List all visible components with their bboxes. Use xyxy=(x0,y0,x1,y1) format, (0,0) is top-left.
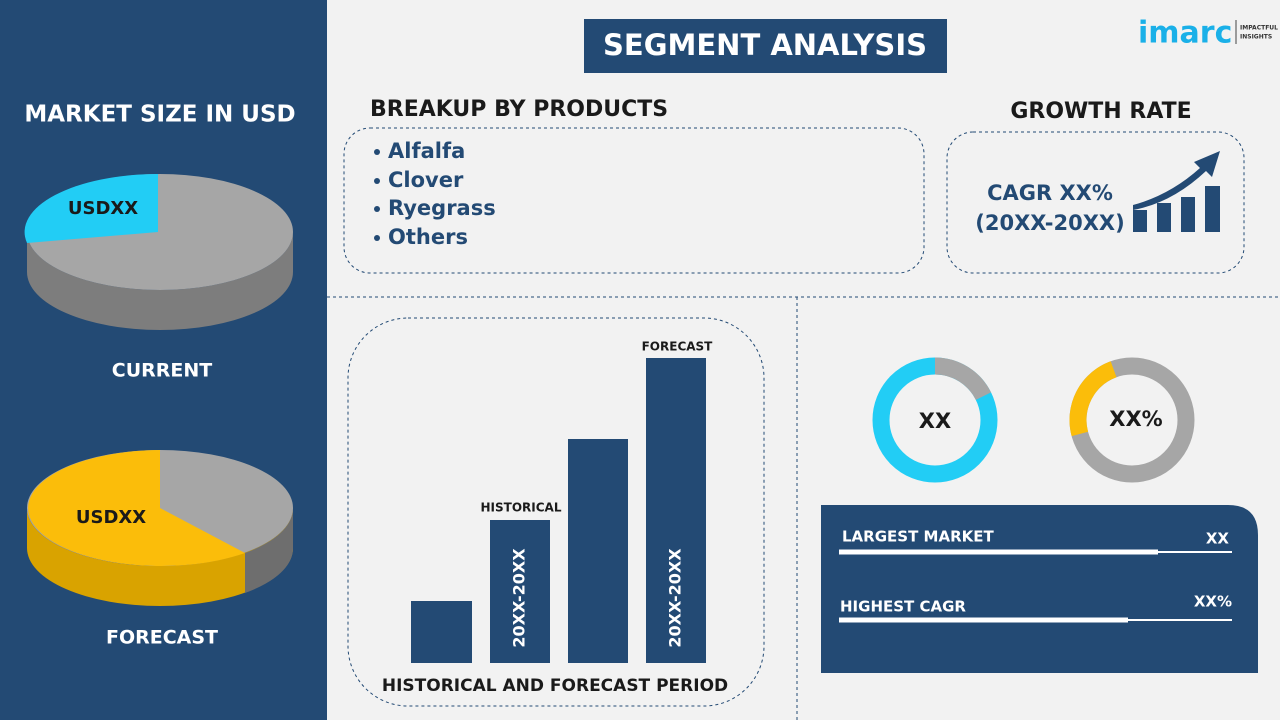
stat-value: XX% xyxy=(1194,593,1232,611)
period-box xyxy=(347,317,765,707)
current-value: USDXX xyxy=(68,198,138,219)
growth-box xyxy=(946,131,1245,274)
stat-label: HIGHEST CAGR xyxy=(840,598,966,616)
bar-label: FORECAST xyxy=(642,340,714,354)
donut-1 xyxy=(872,357,998,483)
current-pie xyxy=(24,173,293,330)
cagr-text: CAGR XX% xyxy=(987,181,1113,205)
product-item: Others xyxy=(388,225,468,249)
stat-label: LARGEST MARKET xyxy=(842,528,994,546)
title-box xyxy=(584,19,947,73)
period-bars xyxy=(411,358,706,663)
section-title: GROWTH RATE xyxy=(1010,99,1191,124)
bar-label: HISTORICAL xyxy=(481,501,562,515)
product-item: Clover xyxy=(388,168,464,192)
current-label: CURRENT xyxy=(112,360,213,382)
logo: imarc xyxy=(1138,16,1232,51)
logo-tagline: INSIGHTS xyxy=(1240,34,1272,41)
logo-tagline: IMPACTFUL xyxy=(1240,25,1278,32)
forecast-value: USDXX xyxy=(76,507,146,528)
page-title: SEGMENT ANALYSIS xyxy=(603,28,927,62)
product-item: Alfalfa xyxy=(388,139,465,163)
donut-2 xyxy=(1069,357,1195,483)
bullets xyxy=(374,149,380,241)
product-item: Ryegrass xyxy=(388,196,496,220)
donut-label: XX xyxy=(919,409,951,433)
section-title: BREAKUP BY PRODUCTS xyxy=(370,97,668,122)
growth-icon xyxy=(1133,151,1220,232)
forecast-pie xyxy=(27,450,294,606)
stat-value: XX xyxy=(1206,530,1230,548)
forecast-label: FORECAST xyxy=(106,627,218,649)
bar-period: 20XX-20XX xyxy=(510,548,529,648)
stats-box xyxy=(821,505,1258,673)
donut-label: XX% xyxy=(1109,407,1162,431)
bar-period: 20XX-20XX xyxy=(666,548,685,648)
cagr-period: (20XX-20XX) xyxy=(975,211,1124,235)
chart-caption: HISTORICAL AND FORECAST PERIOD xyxy=(382,676,728,696)
panel-title: MARKET SIZE IN USD xyxy=(24,102,295,128)
breakup-box xyxy=(343,127,925,274)
